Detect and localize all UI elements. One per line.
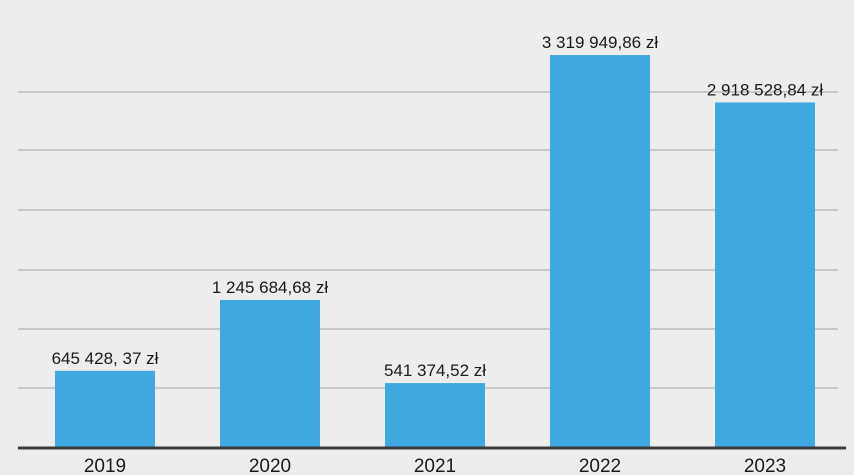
data-label-2021: 541 374,52 zł bbox=[384, 361, 486, 380]
x-tick-2021: 2021 bbox=[414, 456, 456, 475]
x-axis-tick-labels: 2019 2020 2021 2022 2023 bbox=[84, 456, 786, 475]
bar-2023 bbox=[715, 102, 815, 448]
bar-2021 bbox=[385, 383, 485, 447]
data-label-2022: 3 319 949,86 zł bbox=[542, 33, 658, 52]
bar-2022 bbox=[550, 55, 650, 447]
data-labels: 645 428, 37 zł 1 245 684,68 zł 541 374,52 … bbox=[52, 33, 824, 380]
data-label-2019: 645 428, 37 zł bbox=[52, 349, 159, 368]
data-label-2020: 1 245 684,68 zł bbox=[212, 278, 328, 297]
x-tick-2023: 2023 bbox=[744, 456, 786, 475]
bars bbox=[55, 55, 815, 448]
bar-2020 bbox=[220, 299, 320, 447]
data-label-2023: 2 918 528,84 zł bbox=[707, 80, 823, 99]
x-tick-2022: 2022 bbox=[579, 456, 621, 475]
x-tick-2020: 2020 bbox=[249, 456, 291, 475]
bar-2019 bbox=[55, 370, 155, 447]
x-tick-2019: 2019 bbox=[84, 456, 126, 475]
